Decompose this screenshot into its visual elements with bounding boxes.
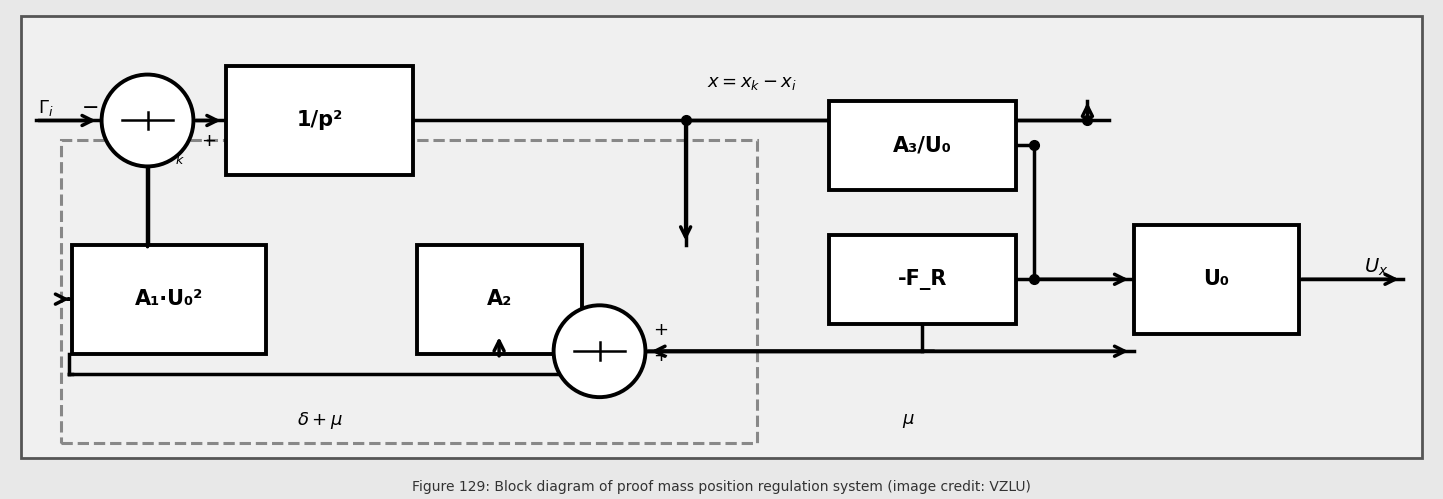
Text: 1/p²: 1/p² <box>297 110 343 130</box>
Bar <box>830 101 1016 190</box>
Text: $-$: $-$ <box>81 96 98 116</box>
Text: $U_x$: $U_x$ <box>1365 256 1388 277</box>
Text: U₀: U₀ <box>1203 269 1229 289</box>
Bar <box>227 66 413 175</box>
Text: $+$: $+$ <box>652 321 668 339</box>
Text: -F_R: -F_R <box>898 269 947 290</box>
Bar <box>830 235 1016 324</box>
Text: $\delta$: $\delta$ <box>482 306 494 324</box>
Text: $\mu$: $\mu$ <box>902 412 915 430</box>
Bar <box>22 16 1421 458</box>
Bar <box>62 140 758 443</box>
Text: $\Gamma_i$: $\Gamma_i$ <box>39 98 53 118</box>
Text: $\delta + \mu$: $\delta + \mu$ <box>297 410 342 431</box>
Text: $\Gamma_k$: $\Gamma_k$ <box>165 146 185 166</box>
Bar <box>417 245 582 354</box>
Text: $+$: $+$ <box>201 132 216 150</box>
Text: A₁·U₀²: A₁·U₀² <box>134 289 203 309</box>
Circle shape <box>554 305 645 397</box>
Bar <box>72 245 266 354</box>
Text: Figure 129: Block diagram of proof mass position regulation system (image credit: Figure 129: Block diagram of proof mass … <box>413 480 1030 494</box>
Text: $x = x_k - x_i$: $x = x_k - x_i$ <box>707 74 797 92</box>
Text: A₃/U₀: A₃/U₀ <box>893 135 952 155</box>
Text: A₂: A₂ <box>486 289 512 309</box>
Circle shape <box>101 74 193 166</box>
Text: $+$: $+$ <box>652 347 668 365</box>
Bar <box>1134 225 1299 334</box>
